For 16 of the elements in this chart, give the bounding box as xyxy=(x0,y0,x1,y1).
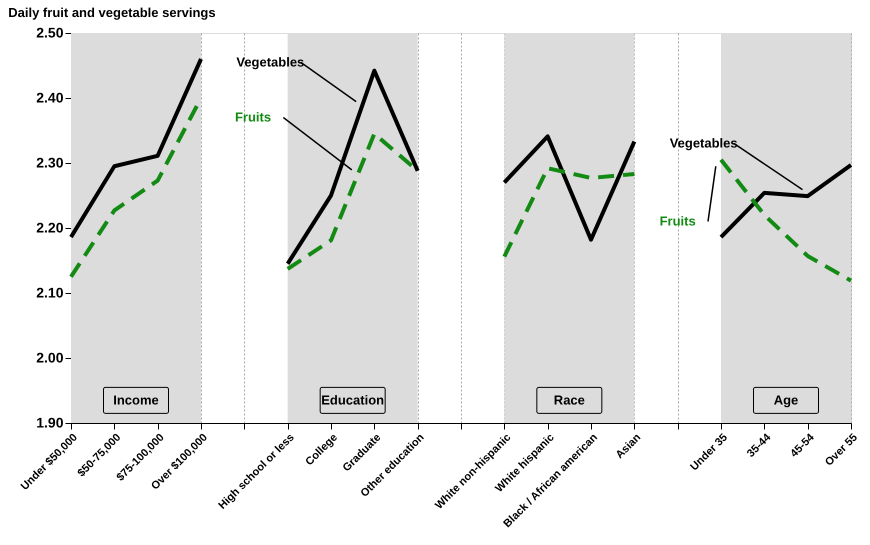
y-tick-label: 2.20 xyxy=(36,220,64,236)
band-label: Education xyxy=(321,392,384,408)
y-tick-label: 2.30 xyxy=(36,154,64,170)
text: Vegetables xyxy=(670,136,738,150)
band-label: Income xyxy=(113,392,159,408)
y-tick-label: 2.50 xyxy=(36,24,64,40)
y-tick-label: 2.40 xyxy=(36,90,64,106)
text: Vegetables xyxy=(236,54,304,70)
y-tick-label: 2.10 xyxy=(36,284,64,300)
band-label: Race xyxy=(554,392,585,408)
text: Fruits xyxy=(234,110,272,124)
text: Fruits xyxy=(660,214,696,228)
y-tick-label: 1.90 xyxy=(36,414,64,430)
y-tick-label: 2.00 xyxy=(36,350,64,366)
chart-title: Daily fruit and vegetable servings xyxy=(8,5,216,20)
band-label: Age xyxy=(774,392,798,408)
